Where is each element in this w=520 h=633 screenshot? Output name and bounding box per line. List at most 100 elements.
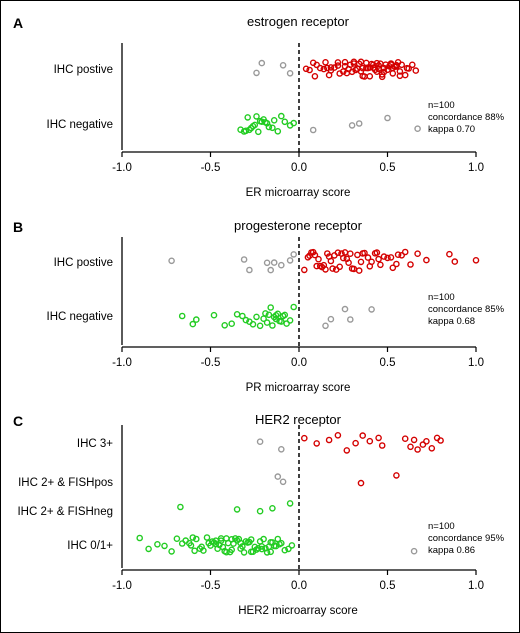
data-point	[377, 261, 384, 269]
data-point	[173, 535, 181, 543]
panel-label: C	[13, 413, 23, 429]
data-point	[329, 265, 336, 272]
data-point	[359, 432, 367, 439]
data-point	[393, 260, 400, 268]
data-point	[189, 320, 197, 328]
stats-text: n=100	[428, 521, 455, 532]
data-point	[136, 534, 143, 542]
data-point	[393, 472, 400, 479]
data-point	[285, 545, 292, 553]
data-point	[281, 118, 289, 126]
data-point	[242, 316, 250, 324]
x-tick-label: 0.5	[380, 162, 396, 174]
stats-text: concordance 88%	[428, 112, 505, 123]
data-point	[414, 446, 421, 453]
data-point	[428, 444, 436, 452]
data-point	[233, 310, 241, 318]
data-point	[412, 67, 420, 74]
data-point	[341, 305, 349, 313]
data-point	[290, 303, 298, 311]
data-point	[262, 310, 269, 317]
data-point	[327, 315, 335, 323]
data-point	[323, 64, 331, 72]
data-point	[304, 253, 312, 261]
x-tick-label: -1.0	[112, 162, 132, 174]
data-point	[401, 435, 409, 443]
data-point	[318, 263, 326, 271]
stats-text: kappa 0.70	[428, 124, 475, 135]
data-point	[354, 251, 361, 259]
data-point	[327, 64, 335, 71]
data-point	[334, 431, 342, 439]
data-point	[145, 545, 152, 553]
category-label: IHC 2+ & FISHneg	[17, 506, 113, 518]
data-point	[263, 259, 271, 267]
data-point	[313, 61, 321, 69]
data-point	[279, 62, 287, 69]
data-point	[407, 261, 414, 268]
data-point	[270, 117, 278, 124]
panel-label: A	[13, 15, 23, 31]
data-point	[410, 547, 418, 555]
data-point	[302, 65, 310, 73]
data-point	[401, 248, 409, 256]
data-point	[281, 546, 289, 554]
data-point	[198, 543, 205, 551]
data-point	[373, 59, 381, 67]
x-tick-label: 1.0	[468, 162, 484, 174]
data-point	[343, 69, 351, 77]
data-point	[286, 317, 294, 324]
data-point	[315, 255, 322, 263]
data-point	[309, 248, 317, 256]
data-point	[375, 434, 382, 442]
data-point	[277, 318, 285, 325]
data-point	[366, 73, 374, 80]
data-point	[263, 120, 271, 127]
data-point	[414, 125, 421, 132]
x-tick-label: -1.0	[112, 357, 132, 369]
stats-text: concordance 95%	[428, 533, 505, 544]
data-point	[258, 545, 266, 553]
data-point	[276, 540, 283, 548]
data-point	[279, 478, 287, 486]
data-point	[267, 266, 275, 274]
data-point	[256, 322, 264, 330]
data-point	[256, 507, 264, 515]
data-point	[290, 119, 298, 127]
data-point	[277, 112, 285, 120]
data-point	[256, 438, 264, 446]
data-point	[251, 121, 259, 129]
data-point	[269, 504, 276, 512]
data-point	[277, 261, 285, 269]
data-point	[366, 262, 374, 270]
x-tick-label: -1.0	[112, 580, 132, 592]
data-point	[311, 73, 319, 80]
chart-title: estrogen receptor	[247, 14, 350, 29]
data-point	[269, 124, 276, 132]
data-point	[325, 436, 333, 444]
category-label: IHC negative	[47, 119, 113, 131]
x-axis-label: HER2 microarray score	[238, 605, 358, 617]
data-point	[217, 537, 225, 545]
data-point	[306, 252, 313, 259]
data-point	[348, 122, 356, 129]
x-tick-label: 0.5	[380, 580, 396, 592]
data-point	[398, 251, 406, 259]
x-tick-label: 0.0	[291, 580, 307, 592]
x-tick-label: 0.0	[291, 357, 307, 369]
data-point	[191, 547, 198, 555]
data-point	[341, 62, 349, 70]
data-point	[283, 320, 290, 327]
data-point	[334, 59, 342, 66]
data-point	[369, 61, 377, 69]
stats-text: concordance 85%	[428, 304, 505, 315]
data-point	[384, 114, 391, 122]
data-point	[309, 126, 317, 134]
data-point	[414, 250, 421, 257]
data-point	[265, 311, 273, 319]
data-point	[258, 59, 266, 67]
data-point	[378, 442, 386, 449]
category-label: IHC 3+	[77, 438, 113, 450]
data-point	[269, 322, 276, 329]
